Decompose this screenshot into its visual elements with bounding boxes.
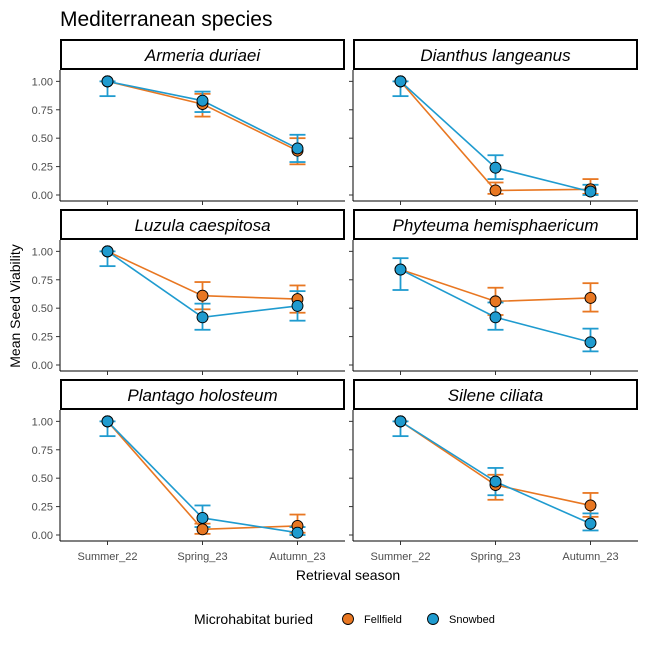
data-point-fellfield [584, 499, 597, 512]
y-tick-label: 0.50 [32, 303, 53, 315]
panel-strip [60, 209, 345, 240]
y-tick-label: 0.75 [32, 105, 53, 117]
panel-strip-label: Dianthus langeanus [420, 46, 571, 65]
y-axis-title: Mean Seed Viability [7, 244, 23, 367]
y-tick-label: 1.00 [32, 246, 53, 258]
data-point-fellfield [584, 292, 597, 304]
data-point-snowbed [584, 336, 597, 349]
panel-4: Plantago holosteum 0.00 0.25 0.50 0.75 1.00 Su… [32, 379, 345, 563]
data-point-snowbed [394, 75, 407, 88]
data-point-fellfield [489, 184, 502, 197]
y-tick-label: 0.50 [32, 473, 53, 485]
legend-key-fellfield [342, 613, 354, 625]
panel-strip [353, 209, 638, 240]
panel-strip-label: Luzula caespitosa [134, 216, 270, 235]
data-point-snowbed [584, 517, 597, 530]
y-tick-label: 0.25 [32, 332, 53, 344]
panel-3: Phyteuma hemisphaericum [349, 209, 638, 375]
y-tick-label: 0.25 [32, 502, 53, 514]
data-point-snowbed [489, 311, 502, 324]
panel-strip [60, 379, 345, 410]
x-tick-label: Spring_23 [177, 551, 227, 563]
panel-2: Luzula caespitosa 0.00 0.25 0.50 0.75 1.00 [32, 209, 345, 375]
data-point-snowbed [291, 299, 304, 312]
panel-strip-label: Plantago holosteum [127, 386, 277, 405]
legend-key-snowbed [427, 613, 439, 625]
x-axis-title: Retrieval season [296, 567, 400, 583]
x-tick-label: Spring_23 [470, 551, 520, 563]
data-point-snowbed [196, 94, 209, 107]
panel-strip-label: Phyteuma hemisphaericum [393, 216, 599, 235]
data-point-snowbed [489, 475, 502, 488]
legend-title: Microhabitat buried [194, 611, 313, 627]
y-tick-label: 0.00 [32, 190, 53, 202]
panel-strip [353, 39, 638, 70]
panel-strip [60, 39, 345, 70]
y-tick-label: 0.75 [32, 445, 53, 457]
panel-1: Dianthus langeanus [349, 39, 638, 205]
data-point-snowbed [394, 415, 407, 428]
panel-strip [353, 379, 638, 410]
data-point-snowbed [489, 161, 502, 174]
y-tick-label: 0.50 [32, 133, 53, 145]
data-point-snowbed [291, 142, 304, 155]
data-point-snowbed [101, 245, 114, 258]
legend: Microhabitat buried Fellfield Snowbed [194, 611, 495, 627]
data-point-snowbed [196, 311, 209, 324]
legend-label-fellfield: Fellfield [364, 614, 402, 626]
y-tick-label: 0.00 [32, 360, 53, 372]
x-tick-label: Summer_22 [371, 551, 431, 563]
panels-group: Armeria duriaei 0.00 0.25 0.50 0.75 1.00 Diant… [32, 39, 638, 563]
x-tick-label: Autumn_23 [269, 551, 325, 563]
panel-5: Silene ciliata Summer_22 Spring_23 Autumn_2… [349, 379, 638, 563]
data-point-fellfield [196, 523, 209, 536]
data-point-snowbed [196, 512, 209, 524]
y-tick-label: 1.00 [32, 416, 53, 428]
data-point-fellfield [196, 289, 209, 302]
y-tick-label: 0.75 [32, 275, 53, 287]
x-tick-label: Summer_22 [78, 551, 138, 563]
legend-label-snowbed: Snowbed [449, 614, 495, 626]
y-tick-label: 1.00 [32, 76, 53, 88]
data-point-snowbed [291, 526, 304, 539]
data-point-snowbed [584, 185, 597, 198]
panel-strip-label: Armeria duriaei [144, 46, 261, 65]
data-point-snowbed [394, 263, 407, 276]
data-point-snowbed [101, 75, 114, 88]
y-tick-label: 0.00 [32, 530, 53, 542]
x-tick-label: Autumn_23 [562, 551, 618, 563]
y-tick-label: 0.25 [32, 162, 53, 174]
panel-strip-label: Silene ciliata [448, 386, 543, 405]
data-point-fellfield [489, 295, 502, 308]
chart-title: Mediterranean species [60, 8, 272, 31]
panel-0: Armeria duriaei 0.00 0.25 0.50 0.75 1.00 [32, 39, 345, 205]
data-point-snowbed [101, 415, 114, 428]
